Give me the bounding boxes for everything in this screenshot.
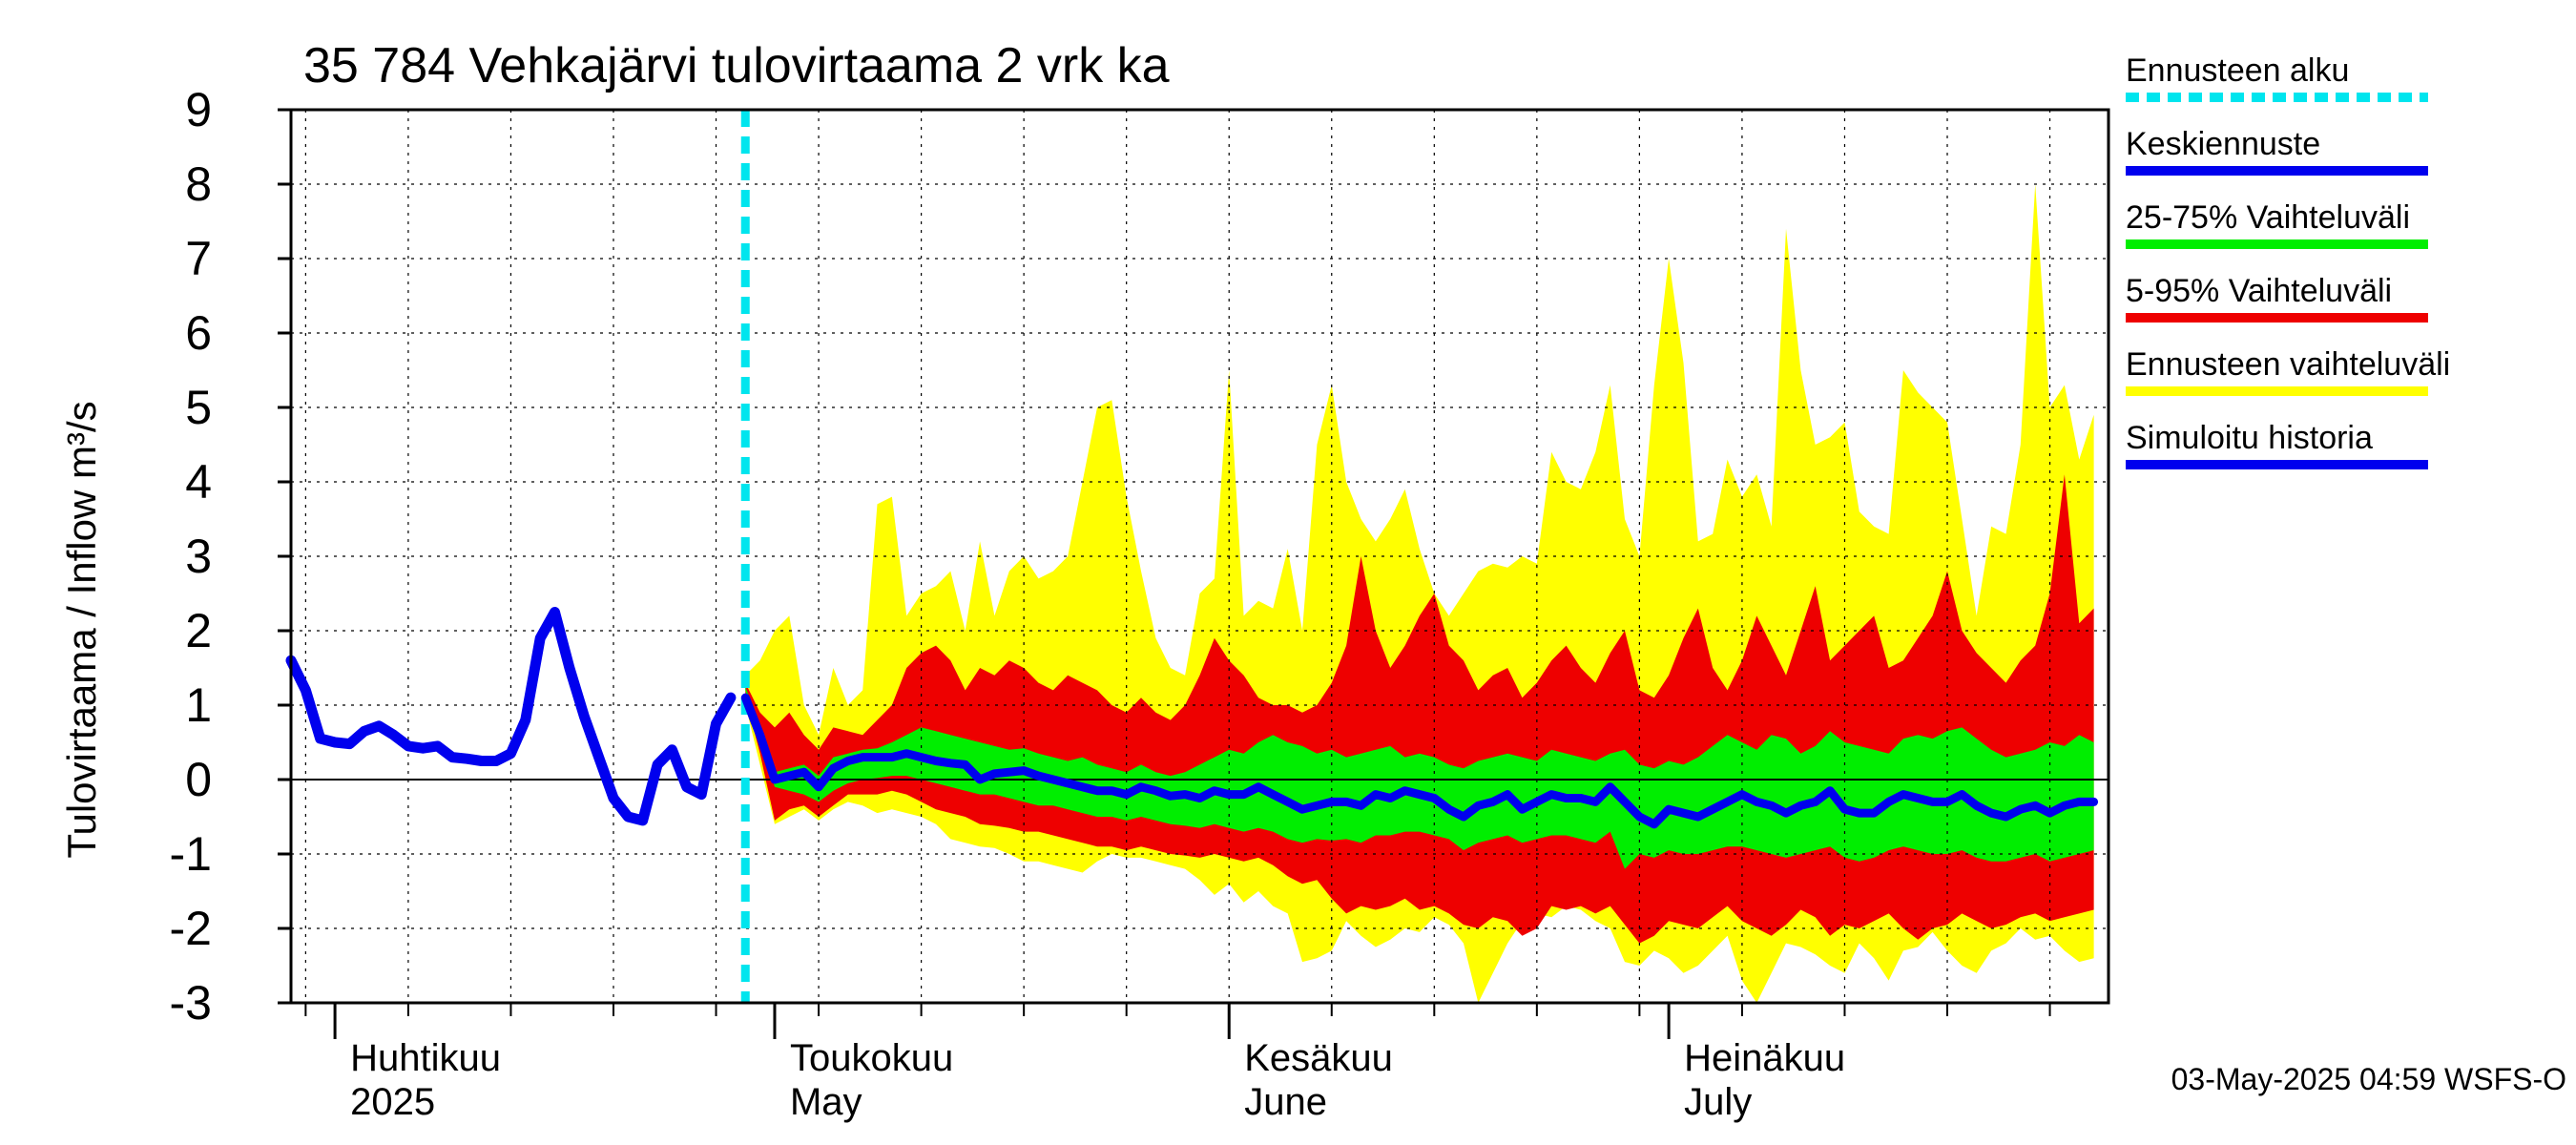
legend-label: Ennusteen alku [2126, 52, 2349, 89]
bands-layer [745, 184, 2094, 1003]
lines-layer [285, 110, 2099, 1003]
y-tick-label: 9 [185, 83, 212, 136]
legend-label: Ennusteen vaihteluväli [2126, 346, 2450, 383]
x-month-sublabel: May [790, 1081, 862, 1123]
y-tick-label: 3 [185, 530, 212, 583]
y-tick-label: 5 [185, 381, 212, 434]
y-tick-label: 8 [185, 157, 212, 211]
legend-label: 25-75% Vaihteluväli [2126, 199, 2410, 236]
y-tick-label: 2 [185, 604, 212, 657]
median-forecast-line [740, 693, 2099, 829]
y-tick-label: -2 [170, 902, 212, 955]
x-month-sublabel: 2025 [350, 1081, 435, 1123]
x-month-sublabel: July [1684, 1081, 1752, 1123]
x-month-label: Heinäkuu [1684, 1037, 1845, 1079]
y-axis: -3 -2 -1 0 1 2 3 4 5 6 7 8 9 [170, 83, 291, 1030]
x-month-label: Huhtikuu [350, 1037, 501, 1079]
legend-label: Simuloitu historia [2126, 420, 2373, 456]
y-tick-label: -3 [170, 976, 212, 1030]
y-tick-label: 7 [185, 232, 212, 285]
chart-title: 35 784 Vehkajärvi tulovirtaama 2 vrk ka [303, 38, 1170, 94]
y-tick-label: 4 [185, 455, 212, 509]
x-month-label: Kesäkuu [1244, 1037, 1393, 1079]
band-25-75 [745, 686, 2094, 869]
y-tick-label: -1 [170, 827, 212, 881]
y-tick-label: 6 [185, 306, 212, 360]
legend: Ennusteen alku Keskiennuste 25-75% Vaihtel… [2126, 52, 2450, 469]
x-month-label: Toukokuu [790, 1037, 953, 1079]
y-tick-label: 1 [185, 678, 212, 732]
history-line [285, 607, 737, 826]
footer-timestamp: 03-May-2025 04:59 WSFS-O [2171, 1062, 2566, 1096]
grid-layer [291, 110, 2109, 1003]
legend-label: 5-95% Vaihteluväli [2126, 273, 2392, 309]
y-tick-label: 0 [185, 753, 212, 806]
plot-area [285, 108, 2110, 1005]
legend-label: Keskiennuste [2126, 126, 2320, 162]
y-axis-label: Tulovirtaama / Inflow m³/s [59, 401, 104, 858]
x-month-sublabel: June [1244, 1081, 1327, 1123]
